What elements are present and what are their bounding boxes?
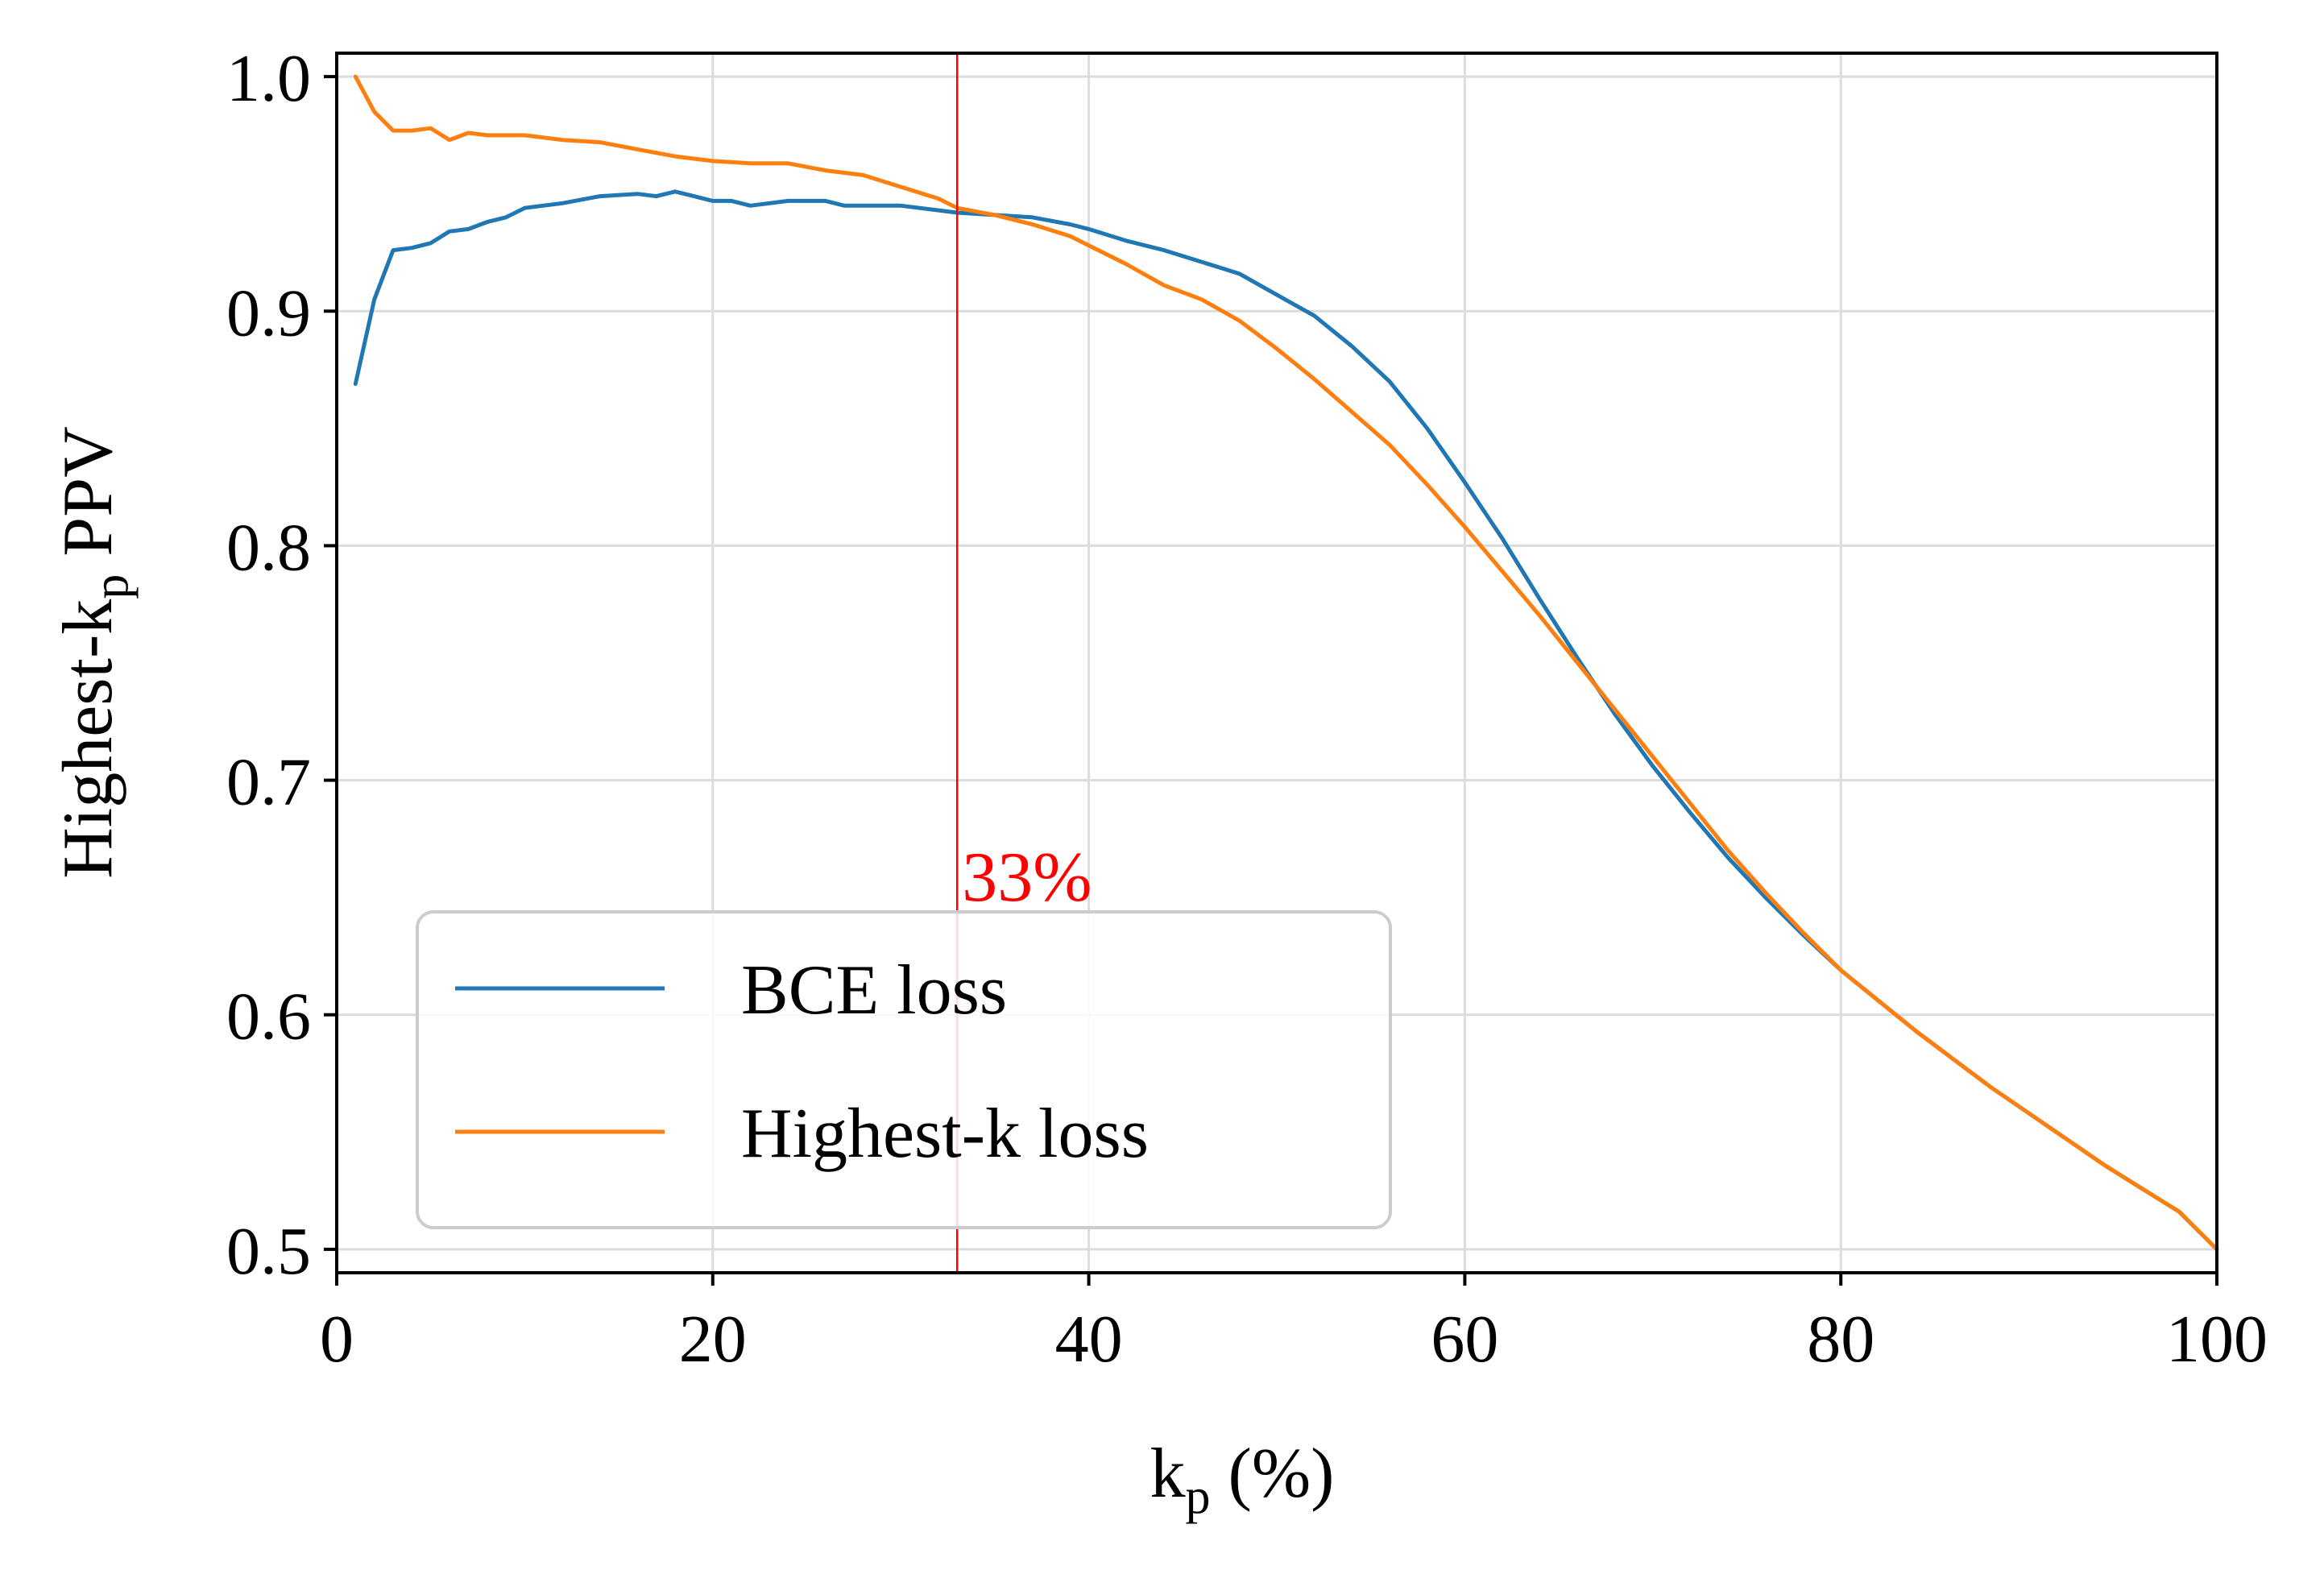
x-axis-label-sub: p [1186,1469,1211,1524]
y-tick-label: 0.8 [226,510,311,585]
legend-label-highest-k: Highest-k loss [741,1095,1149,1173]
legend-box [416,910,1392,1229]
threshold-label: 33% [962,839,1092,917]
legend: BCE loss Highest-k loss [416,910,1392,1229]
y-axis-label-tail: PPV [49,426,127,574]
y-axis-label: Highest-kp PPV [49,426,139,879]
y-tick-label: 0.6 [226,980,311,1054]
x-tick-label: 40 [1055,1302,1123,1377]
x-tick-label: 0 [320,1302,354,1377]
axis-ticks: 0 20 40 60 80 100 0.5 0.6 0.7 0.8 0.9 1.0 [226,41,2268,1377]
y-tick-label: 1.0 [226,41,311,116]
x-tick-label: 80 [1807,1302,1875,1377]
y-axis-label-main: Highest-k [49,599,127,879]
x-axis-label-main: k [1150,1435,1186,1513]
y-tick-label: 0.7 [226,745,311,820]
x-axis-label-tail: (%) [1211,1435,1335,1513]
x-tick-label: 100 [2166,1302,2268,1377]
y-axis-label-sub: p [84,574,139,599]
legend-label-bce: BCE loss [741,951,1007,1029]
x-axis-label: kp (%) [1150,1435,1335,1524]
y-tick-label: 0.5 [226,1214,311,1289]
series-lines [353,74,2219,1252]
plot-frame [335,52,2218,1274]
series-line-highest-k [353,74,2219,1252]
x-tick-label: 60 [1431,1302,1498,1377]
y-tick-label: 0.9 [226,275,311,350]
x-tick-label: 20 [679,1302,747,1377]
